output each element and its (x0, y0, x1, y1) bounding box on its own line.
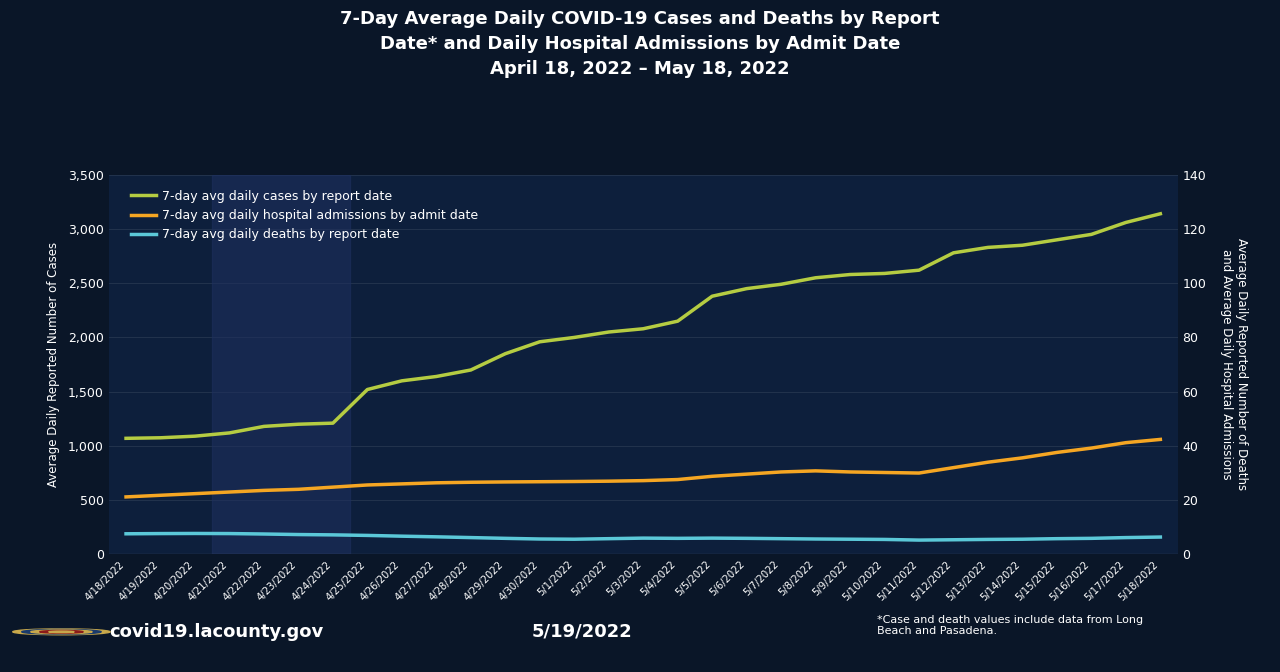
Text: 5/19/2022: 5/19/2022 (532, 623, 632, 641)
Legend: 7-day avg daily cases by report date, 7-day avg daily hospital admissions by adm: 7-day avg daily cases by report date, 7-… (125, 185, 483, 246)
Y-axis label: Average Daily Reported Number of Cases: Average Daily Reported Number of Cases (47, 242, 60, 487)
Text: covid19.lacounty.gov: covid19.lacounty.gov (109, 623, 323, 641)
Circle shape (13, 629, 110, 635)
Y-axis label: Average Daily Reported Number of Deaths
and Average Daily Hospital Admissions: Average Daily Reported Number of Deaths … (1220, 239, 1248, 491)
Circle shape (22, 630, 101, 634)
Circle shape (40, 630, 83, 633)
Circle shape (31, 630, 92, 634)
Text: *Case and death values include data from Long
Beach and Pasadena.: *Case and death values include data from… (877, 615, 1143, 636)
Text: 7-Day Average Daily COVID-19 Cases and Deaths by Report
Date* and Daily Hospital: 7-Day Average Daily COVID-19 Cases and D… (340, 10, 940, 78)
Bar (212, 175, 351, 554)
Circle shape (49, 631, 74, 632)
